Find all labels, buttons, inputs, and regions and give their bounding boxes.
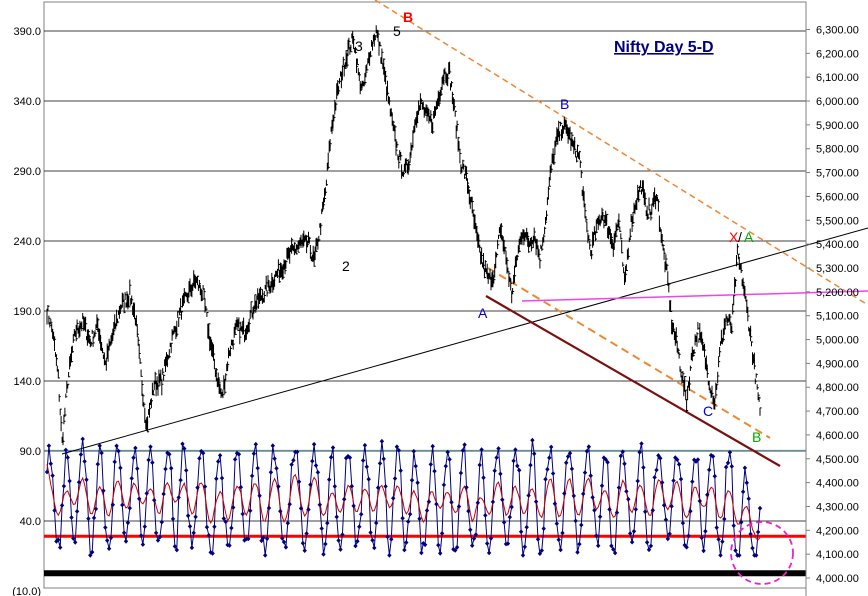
- price-bar-series: [46, 25, 762, 446]
- wave-label: 3: [355, 38, 363, 54]
- wave-label: 5: [393, 23, 401, 39]
- wave-label: B: [560, 96, 569, 112]
- right-tick-label: 5,700.00: [816, 168, 859, 180]
- right-tick-label: 4,700.00: [816, 406, 859, 418]
- right-tick-label: 5,500.00: [816, 215, 859, 227]
- orange-dashed-upper: [374, 0, 868, 306]
- left-tick-label: 40.0: [20, 516, 41, 528]
- left-tick-label: 140.0: [13, 376, 41, 388]
- right-tick-label: 5,200.00: [816, 287, 859, 299]
- left-axis: 390.0 340.0 290.0 240.0 190.0 140.0 90.0 40.0 (1…: [12, 26, 41, 596]
- right-tick-label: 4,300.00: [816, 501, 859, 513]
- right-tick-label: 5,400.00: [816, 239, 859, 251]
- orange-dashed-channel: [487, 267, 771, 439]
- right-tick-label: 5,000.00: [816, 335, 859, 347]
- left-tick-label: 340.0: [13, 96, 41, 108]
- black-long-trendline: [61, 227, 868, 455]
- right-tick-label: 5,300.00: [816, 263, 859, 275]
- left-tick-label: 190.0: [13, 306, 41, 318]
- highlight-circle: [730, 521, 794, 585]
- left-tick-label: 390.0: [13, 26, 41, 38]
- right-tick-label: 6,100.00: [816, 72, 859, 84]
- right-tick-label: 5,900.00: [816, 120, 859, 132]
- oscillator-panel: [44, 436, 763, 558]
- left-tick-label: 90.0: [20, 446, 41, 458]
- chart-title: Nifty Day 5-D: [614, 39, 714, 56]
- left-tick-label: (10.0): [12, 586, 41, 596]
- trendlines: [44, 0, 868, 577]
- right-tick-label: 6,000.00: [816, 96, 859, 108]
- left-tick-label: 290.0: [13, 166, 41, 178]
- wave-label: A: [744, 229, 754, 245]
- right-tick-label: 5,800.00: [816, 144, 859, 156]
- right-tick-label: 5,600.00: [816, 191, 859, 203]
- maroon-support: [485, 295, 781, 467]
- right-tick-label: 4,800.00: [816, 382, 859, 394]
- price-bars: [46, 25, 762, 446]
- oscillator-signal-line: [46, 464, 761, 541]
- left-tick-label: 240.0: [13, 236, 41, 248]
- wave-label: X: [729, 229, 739, 245]
- right-axis: 6,300.00 6,200.00 6,100.00 6,000.00 5,900.00…: [805, 2, 859, 596]
- right-tick-label: 6,200.00: [816, 48, 859, 60]
- wave-label: B: [752, 429, 761, 445]
- wave-label: 2: [342, 258, 350, 274]
- right-tick-label: 4,100.00: [816, 549, 859, 561]
- wave-label: C: [703, 403, 713, 419]
- right-tick-label: 4,600.00: [816, 430, 859, 442]
- wave-label: A: [478, 305, 488, 321]
- magenta-horizontal: [521, 290, 868, 302]
- grid-lines: [43, 1, 807, 589]
- wave-label: /: [738, 229, 742, 245]
- right-tick-label: 4,500.00: [816, 454, 859, 466]
- right-tick-label: 4,900.00: [816, 358, 859, 370]
- right-tick-label: 4,000.00: [816, 573, 859, 585]
- right-tick-label: 4,400.00: [816, 478, 859, 490]
- right-tick-label: 6,300.00: [816, 25, 859, 37]
- right-tick-label: 5,100.00: [816, 311, 859, 323]
- wave-label: B: [403, 9, 413, 25]
- right-tick-label: 4,200.00: [816, 525, 859, 537]
